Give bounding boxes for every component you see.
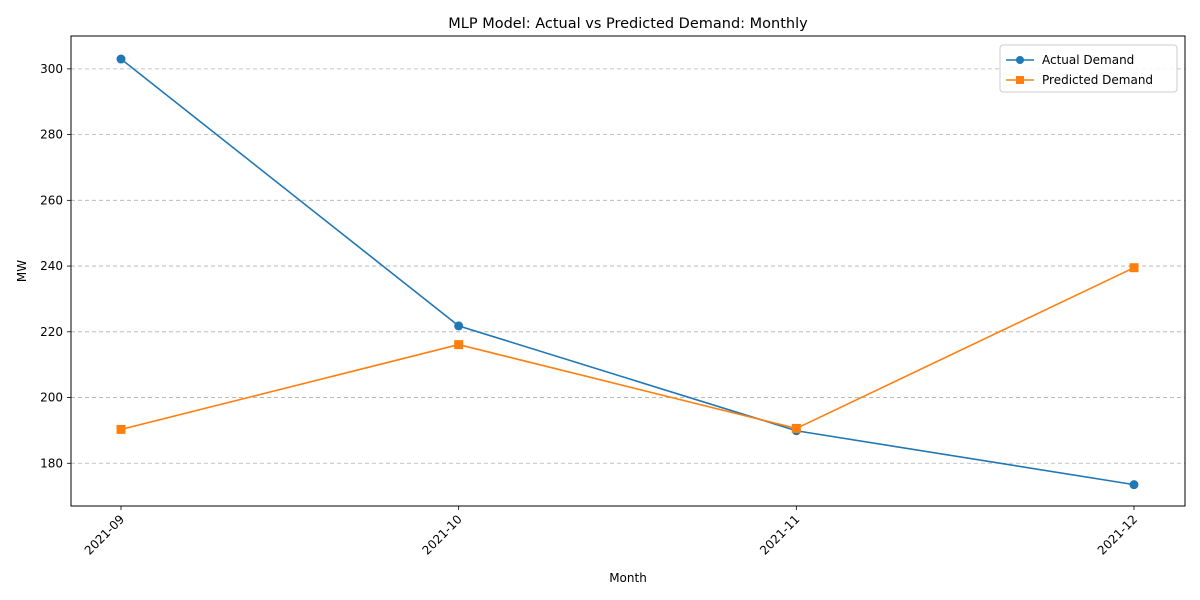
y-tick-label: 180: [40, 456, 63, 470]
series-line: [120, 266, 1135, 431]
y-tick-label: 220: [40, 325, 63, 339]
data-point: [1129, 480, 1139, 490]
grid-lines: [71, 68, 1185, 464]
data-point: [116, 54, 126, 64]
legend-label: Actual Demand: [1042, 53, 1134, 67]
y-tick-label: 200: [40, 391, 63, 405]
legend-swatch-marker: [1016, 56, 1024, 64]
legend-label: Predicted Demand: [1042, 73, 1153, 87]
y-tick-label: 260: [40, 193, 63, 207]
x-axis-label: Month: [609, 571, 647, 585]
data-point: [454, 321, 464, 331]
y-tick-label: 240: [40, 259, 63, 273]
series-1: [116, 263, 1139, 434]
y-axis-label: MW: [15, 260, 29, 282]
legend: Actual Demand Predicted Demand: [999, 44, 1178, 93]
y-tick-label: 280: [40, 128, 63, 142]
series-layer: [116, 54, 1139, 490]
plot-frame: [70, 35, 1186, 507]
legend-swatch-marker: [1016, 76, 1024, 84]
chart-title: MLP Model: Actual vs Predicted Demand: M…: [448, 16, 808, 32]
data-point: [1129, 263, 1139, 273]
y-ticks: 180 200 220 240 260 280 300: [40, 62, 71, 470]
legend-box: [999, 44, 1178, 93]
series-line: [120, 58, 1135, 486]
y-tick-label: 300: [40, 62, 63, 76]
data-point: [454, 340, 464, 350]
data-point: [791, 423, 801, 433]
data-point: [116, 424, 126, 434]
